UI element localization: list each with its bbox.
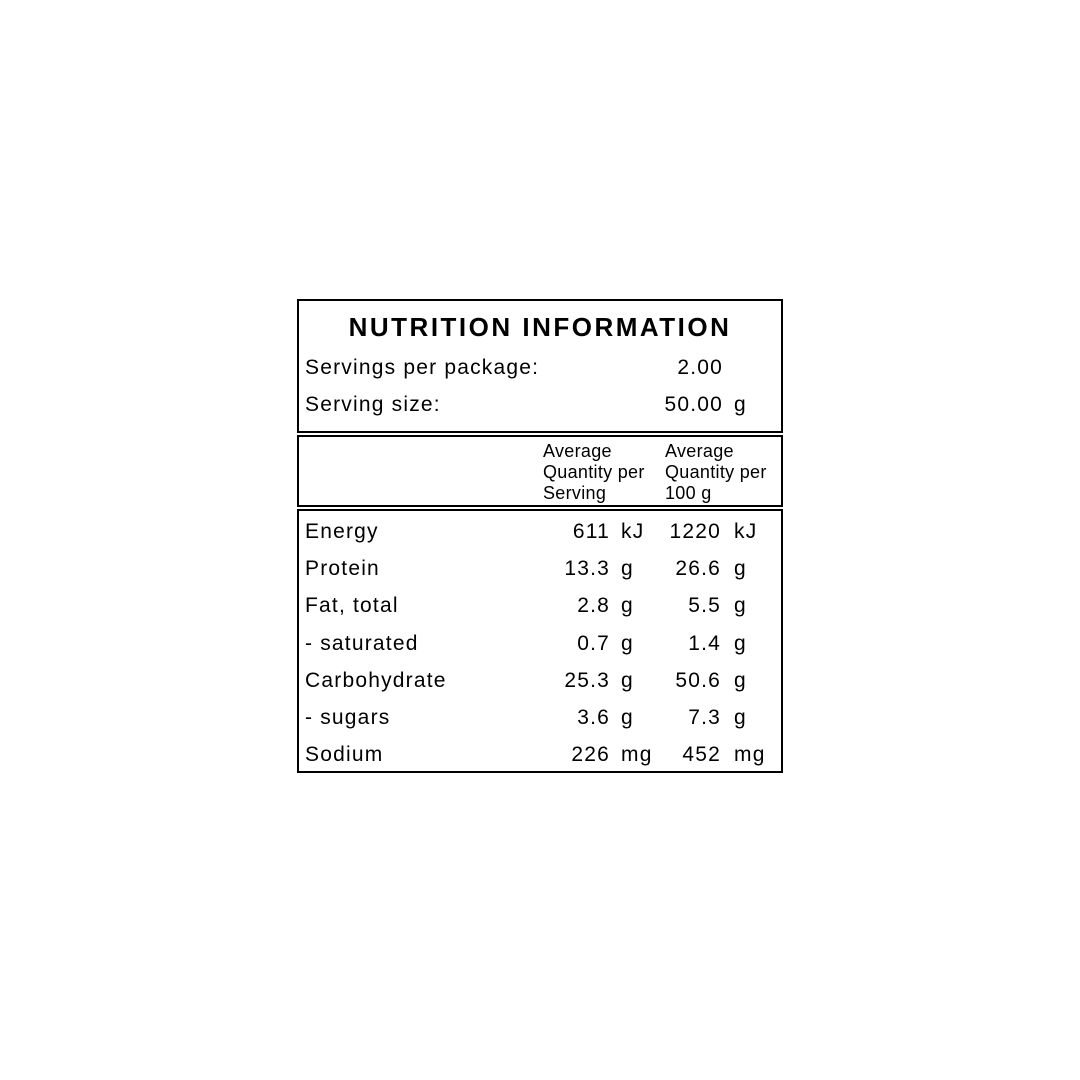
- per-serving-unit: g: [621, 668, 634, 692]
- nutrient-label: Fat, total: [305, 594, 399, 618]
- per-serving-value: 13.3: [564, 557, 610, 581]
- per-serving-unit: kJ: [621, 520, 645, 543]
- per-100g-unit: mg: [734, 743, 766, 767]
- nutrition-information-panel: NUTRITION INFORMATION Servings per packa…: [297, 299, 783, 773]
- per-100g-unit: g: [734, 557, 747, 581]
- per-serving-value: 3.6: [577, 706, 610, 730]
- per-serving-value: 2.8: [577, 594, 610, 618]
- nutrient-label: - saturated: [305, 631, 419, 655]
- nutrient-label: Sodium: [305, 743, 384, 767]
- per-serving-value: 611: [572, 520, 610, 543]
- per-serving-column-header: Average Quantity per Serving: [543, 441, 645, 503]
- serving-size-row: Serving size: 50.00 g: [305, 386, 775, 423]
- per-100g-value: 5.5: [688, 594, 721, 618]
- nutrient-label: Protein: [305, 557, 380, 581]
- column-headers-section: Average Quantity per Serving Average Qua…: [297, 435, 783, 507]
- per-100g-value: 50.6: [675, 668, 721, 692]
- per-100g-unit: g: [734, 706, 747, 730]
- nutrient-row: - saturated 0.7 g 1.4 g: [305, 625, 775, 662]
- servings-per-package-label: Servings per package:: [305, 356, 540, 379]
- per-100g-value: 1.4: [688, 631, 721, 655]
- nutrient-row: - sugars 3.6 g 7.3 g: [305, 699, 775, 736]
- nutrient-rows-section: Energy 611 kJ 1220 kJ Protein 13.3 g 26.…: [297, 509, 783, 773]
- per-serving-unit: g: [621, 594, 634, 618]
- servings-per-package-value: 2.00: [677, 356, 723, 379]
- per-serving-value: 25.3: [564, 668, 610, 692]
- per-serving-value: 226: [571, 743, 610, 767]
- nutrient-label: Carbohydrate: [305, 668, 447, 692]
- per-100g-unit: g: [734, 594, 747, 618]
- per-100g-column-header: Average Quantity per 100 g: [665, 441, 767, 503]
- per-100g-value: 452: [682, 743, 721, 767]
- serving-size-value: 50.00: [664, 393, 723, 416]
- nutrient-label: - sugars: [305, 706, 391, 730]
- per-100g-unit: g: [734, 631, 747, 655]
- panel-title: NUTRITION INFORMATION: [348, 312, 732, 342]
- nutrient-label: Energy: [305, 520, 379, 543]
- nutrient-row: Carbohydrate 25.3 g 50.6 g: [305, 662, 775, 699]
- nutrient-row: Fat, total 2.8 g 5.5 g: [305, 587, 775, 624]
- per-100g-value: 26.6: [675, 557, 721, 581]
- nutrient-row: Energy 611 kJ 1220 kJ: [305, 513, 775, 550]
- per-100g-unit: kJ: [734, 520, 758, 543]
- column-header-spacer: [305, 441, 543, 505]
- per-100g-unit: g: [734, 668, 747, 692]
- nutrient-row: Sodium 226 mg 452 mg: [305, 736, 775, 773]
- per-serving-unit: g: [621, 557, 634, 581]
- per-serving-unit: g: [621, 631, 634, 655]
- panel-header-section: NUTRITION INFORMATION Servings per packa…: [297, 299, 783, 433]
- per-serving-value: 0.7: [577, 631, 610, 655]
- per-100g-value: 7.3: [688, 706, 721, 730]
- per-100g-value: 1220: [669, 520, 721, 543]
- per-serving-unit: mg: [621, 743, 653, 767]
- serving-size-unit: g: [734, 393, 747, 416]
- nutrient-row: Protein 13.3 g 26.6 g: [305, 550, 775, 587]
- per-serving-unit: g: [621, 706, 634, 730]
- servings-per-package-row: Servings per package: 2.00: [305, 349, 775, 386]
- serving-size-label: Serving size:: [305, 393, 441, 416]
